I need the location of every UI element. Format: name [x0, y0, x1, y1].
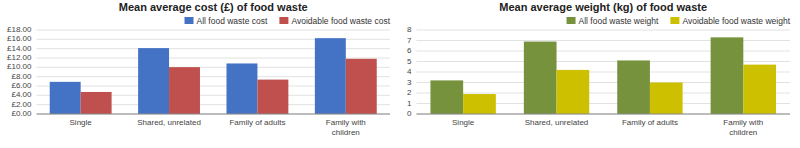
- y-tick-label: 3: [407, 78, 412, 87]
- x-tick-label: Family of adults: [622, 118, 678, 127]
- x-axis-line: [36, 114, 390, 115]
- legend: All food waste cost Avoidable food waste …: [185, 16, 391, 26]
- bars: [430, 37, 776, 114]
- y-tick-label: 6: [407, 46, 412, 55]
- y-tick-label: 0: [407, 109, 412, 118]
- x-tick-label-line: Family of adults: [229, 118, 285, 127]
- bar: [50, 82, 81, 114]
- bar: [430, 80, 463, 114]
- x-tick-label-line: Shared, unrelated: [525, 118, 589, 127]
- bar: [650, 83, 683, 115]
- chart-title: Mean average weight (kg) of food waste: [499, 1, 707, 13]
- x-tick-label-line: Single: [452, 118, 475, 127]
- bar: [557, 70, 590, 114]
- y-tick-label: 7: [407, 36, 412, 45]
- bar: [743, 65, 776, 114]
- grid-line: [416, 114, 790, 115]
- panel: 01 23 45 67 8 Mean average weight (kg) of foo…: [407, 1, 791, 137]
- x-tick-label-line: Family with: [326, 118, 366, 127]
- legend-swatch: [670, 17, 679, 24]
- x-tick-label-line: children: [332, 128, 360, 137]
- panel: £0.00£2.00£4.00£6.00£8.00£10.00£12.00£14…: [7, 1, 391, 137]
- x-tick-label: Family withchildren: [723, 118, 763, 137]
- y-tick-label: £18.00: [7, 25, 32, 34]
- bar: [81, 92, 112, 114]
- bar: [169, 67, 200, 114]
- legend-label: Avoidable food waste weight: [682, 16, 790, 26]
- x-tick-label: Single: [452, 118, 475, 127]
- legend-label: All food waste cost: [197, 16, 269, 26]
- x-tick-label-line: Family with: [723, 118, 763, 127]
- bar: [346, 59, 377, 114]
- y-tick-label: £6.00: [11, 81, 32, 90]
- legend-swatch: [185, 17, 194, 24]
- y-tick-label: £10.00: [7, 62, 32, 71]
- y-tick-label: £16.00: [7, 34, 32, 43]
- y-tick-label: £14.00: [7, 44, 32, 53]
- y-tick-label: £0.00: [11, 109, 32, 118]
- legend-label: All food waste weight: [579, 16, 659, 26]
- x-tick-label: Shared, unrelated: [525, 118, 589, 127]
- bar: [138, 48, 169, 114]
- x-tick-labels: Single Shared, unrelated Family of adults F…: [452, 118, 763, 137]
- grid-line: [36, 30, 390, 31]
- x-tick-label-line: Family of adults: [622, 118, 678, 127]
- x-axis-line: [416, 114, 790, 115]
- x-tick-label: Shared, unrelated: [137, 118, 201, 127]
- x-tick-label: Single: [70, 118, 93, 127]
- x-tick-labels: Single Shared, unrelated Family of adults F…: [70, 118, 366, 137]
- y-tick-label: 4: [407, 67, 412, 76]
- y-tick-labels: 01 23 45 67 8: [407, 25, 412, 118]
- y-tick-label: £8.00: [11, 72, 32, 81]
- bar: [711, 37, 744, 114]
- chart-canvas: £0.00£2.00£4.00£6.00£8.00£10.00£12.00£14…: [0, 0, 800, 148]
- y-tick-label: £4.00: [11, 90, 32, 99]
- bars: [50, 38, 377, 114]
- grid: [36, 30, 390, 114]
- bar: [524, 42, 557, 114]
- y-tick-label: 1: [407, 99, 412, 108]
- legend-swatch: [279, 17, 288, 24]
- bar: [463, 94, 496, 114]
- x-tick-label: Family of adults: [229, 118, 285, 127]
- y-tick-label: £2.00: [11, 100, 32, 109]
- bar: [257, 80, 288, 114]
- grid-line: [36, 114, 390, 115]
- grid: [416, 30, 790, 114]
- y-tick-label: 8: [407, 25, 412, 34]
- x-tick-label-line: Shared, unrelated: [137, 118, 201, 127]
- chart-title: Mean average cost (£) of food waste: [119, 1, 308, 13]
- y-tick-label: £12.00: [7, 53, 32, 62]
- bar: [226, 63, 257, 114]
- x-tick-label: Family withchildren: [326, 118, 366, 137]
- grid-line: [416, 30, 790, 31]
- y-tick-labels: £0.00£2.00£4.00£6.00£8.00£10.00£12.00£14…: [7, 25, 32, 118]
- bar: [617, 60, 650, 114]
- legend-swatch: [567, 17, 576, 24]
- y-tick-label: 5: [407, 57, 412, 66]
- legend: All food waste weight Avoidable food wast…: [567, 16, 791, 26]
- x-tick-label-line: Single: [70, 118, 93, 127]
- y-tick-label: 2: [407, 88, 412, 97]
- bar: [315, 38, 346, 114]
- legend-label: Avoidable food waste cost: [291, 16, 390, 26]
- x-tick-label-line: children: [729, 128, 757, 137]
